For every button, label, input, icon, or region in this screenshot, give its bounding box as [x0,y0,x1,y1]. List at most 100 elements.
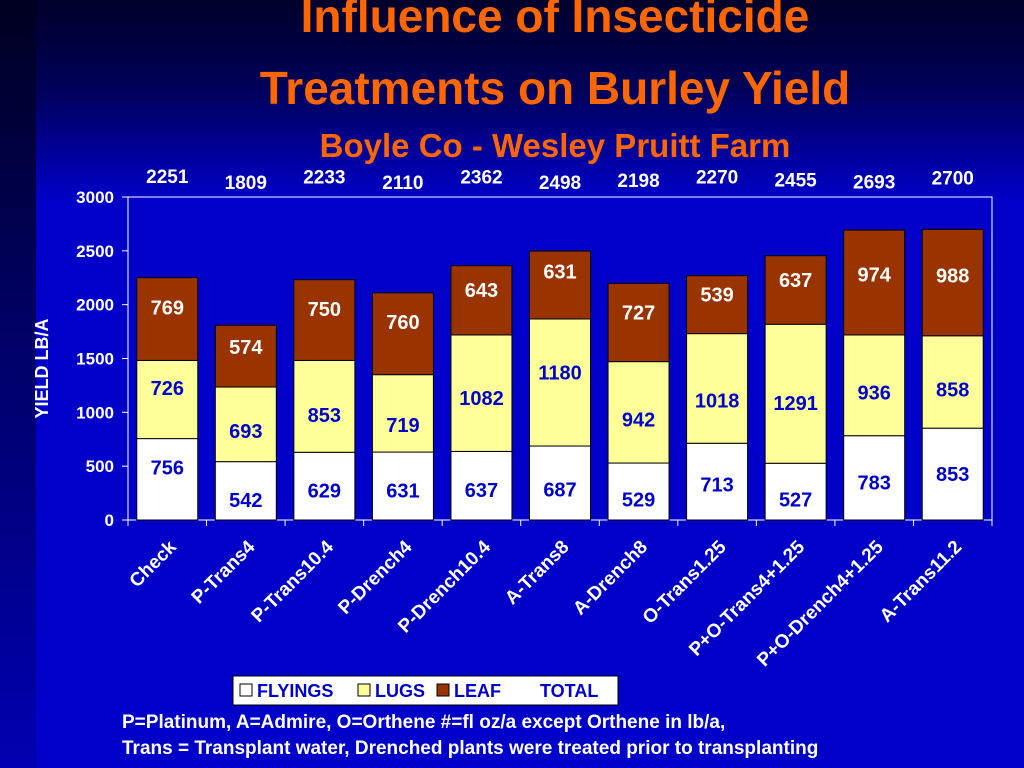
bar-flyings-6 [529,445,591,521]
total-label-7: 2198 [617,171,659,192]
data-label-lugs-3: 853 [308,405,341,427]
x-category-label-3: P-Trans10.4 [248,536,339,627]
x-category-label-1: Check [126,536,181,591]
data-label-lugs-4: 719 [386,415,419,437]
y-axis-title: YIELD LB/A [32,318,52,418]
data-label-flyings-11: 853 [936,464,969,486]
data-label-lugs-10: 936 [857,383,890,405]
data-label-leaf-10: 974 [857,265,891,287]
bar-lugs-7 [607,361,670,464]
data-label-flyings-10: 783 [857,473,890,495]
data-label-leaf-9: 637 [779,270,812,292]
bar-leaf-8 [686,275,749,335]
bar-leaf-5 [450,265,513,336]
data-label-lugs-5: 1082 [459,388,504,410]
data-label-leaf-5: 643 [465,280,498,302]
legend-label-leaf: LEAF [454,681,501,701]
bar-flyings-3 [293,451,356,521]
bar-leaf-4 [371,292,434,376]
x-category-label-7: A-Drench8 [569,537,652,620]
bar-leaf-10 [843,229,906,336]
footnote-abbreviations: P=Platinum, A=Admire, O=Orthene #=fl oz/… [122,712,726,733]
data-label-flyings-7: 529 [622,490,655,512]
title-line-1: Influence of Insecticide [300,0,810,42]
bar-leaf-6 [529,250,591,320]
bar-flyings-5 [450,450,513,521]
subtitle: Boyle Co - Wesley Pruitt Farm [319,127,791,164]
background-gradient-top [0,0,1024,200]
data-label-flyings-2: 542 [229,490,262,512]
legend-swatch-lugs [357,683,371,697]
data-label-flyings-8: 713 [700,475,733,497]
total-label-6: 2498 [539,173,581,194]
bar-flyings-11 [921,427,984,521]
total-label-4: 2110 [382,173,423,194]
total-label-3: 2233 [303,168,345,189]
y-tick-label: 1500 [76,350,114,369]
data-label-leaf-8: 539 [700,284,733,306]
total-label-1: 2251 [146,167,189,188]
data-label-flyings-4: 631 [386,481,419,503]
y-tick-label: 500 [86,457,114,476]
data-label-flyings-6: 687 [543,480,576,502]
y-tick-label: 2500 [76,242,114,261]
bar-leaf-7 [607,282,670,363]
bar-flyings-4 [371,451,434,521]
bar-flyings-7 [607,462,670,521]
legend-label-lugs: LUGS [375,681,425,701]
bar-flyings-2 [214,461,277,521]
y-tick-label: 0 [105,511,114,530]
data-label-lugs-9: 1291 [773,393,818,415]
total-label-10: 2693 [853,172,895,193]
data-label-leaf-7: 727 [622,303,655,325]
footnote-treatments: Trans = Transplant water, Drenched plant… [122,738,819,759]
background-gradient-left [0,0,36,768]
bar-leaf-1 [136,277,199,361]
data-label-lugs-2: 693 [229,421,262,443]
legend-box [232,675,619,706]
bar-flyings-8 [686,442,749,521]
bar-leaf-11 [921,228,984,337]
y-tick-label: 3000 [76,188,114,207]
bar-flyings-1 [136,438,199,521]
bar-lugs-1 [136,359,199,440]
data-label-leaf-3: 750 [308,299,341,321]
x-category-label-6: A-Trans8 [501,537,573,609]
x-category-label-2: P-Trans4 [188,536,260,608]
data-label-leaf-11: 988 [936,266,969,288]
bar-lugs-2 [214,386,277,463]
legend-label-flyings: FLYINGS [257,681,333,701]
total-label-2: 1809 [225,173,267,194]
data-label-lugs-11: 858 [936,379,969,401]
data-label-lugs-8: 1018 [695,390,740,412]
data-label-flyings-3: 629 [308,481,341,503]
data-label-leaf-1: 769 [151,297,184,319]
data-label-flyings-9: 527 [779,490,812,512]
bar-lugs-3 [293,359,356,453]
data-label-lugs-7: 942 [622,410,655,432]
title-line-2: Treatments on Burley Yield [259,62,851,114]
legend-swatch-flyings [239,683,253,697]
bar-leaf-3 [293,279,356,361]
data-label-leaf-2: 574 [229,337,263,359]
bar-flyings-9 [764,462,827,521]
data-label-leaf-6: 631 [543,262,576,284]
legend-swatch-leaf [436,683,450,697]
total-label-11: 2700 [932,168,974,189]
data-label-lugs-6: 1180 [538,362,581,384]
bar-leaf-2 [214,324,277,388]
bar-lugs-4 [371,374,434,453]
bar-leaf-9 [764,255,827,325]
total-label-8: 2270 [696,168,738,189]
total-label-9: 2455 [774,170,817,191]
bar-lugs-8 [686,333,749,444]
y-tick-label: 1000 [76,403,114,422]
bar-lugs-5 [450,334,513,452]
total-label-5: 2362 [460,168,502,189]
legend-label-total: TOTAL [540,681,598,701]
data-label-leaf-4: 760 [386,312,419,334]
bar-lugs-9 [764,323,827,464]
data-label-flyings-1: 756 [151,458,184,480]
y-tick-label: 2000 [76,296,114,315]
